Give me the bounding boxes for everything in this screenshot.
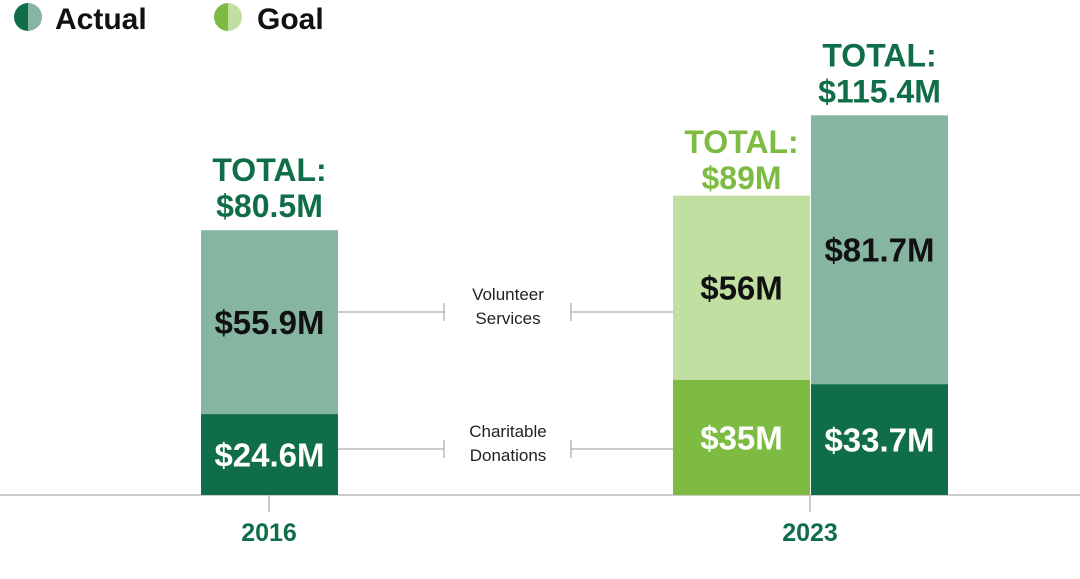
segment-data-label: $55.9M bbox=[214, 304, 324, 341]
total-data-label: $115.4M bbox=[818, 73, 941, 109]
total-data-label: $80.5M bbox=[216, 188, 323, 224]
bar-segment bbox=[673, 379, 810, 495]
bar-segment bbox=[811, 115, 948, 385]
segment-data-label: $35M bbox=[700, 419, 783, 456]
bar-segment bbox=[201, 414, 338, 495]
segment-category-label-line: Volunteer bbox=[472, 285, 544, 304]
segment-data-label: $56M bbox=[700, 270, 783, 307]
total-prefix-label: TOTAL: bbox=[212, 152, 326, 188]
segment-data-label: $81.7M bbox=[824, 232, 934, 269]
legend-icon-left-half bbox=[14, 3, 28, 31]
legend-icon-left-half bbox=[214, 3, 228, 31]
segment-data-label: $33.7M bbox=[824, 422, 934, 459]
segment-category-label-line: Services bbox=[475, 309, 540, 328]
x-tick-label: 2023 bbox=[782, 519, 838, 547]
bar-segment bbox=[673, 195, 810, 380]
segment-data-label: $24.6M bbox=[214, 437, 324, 474]
total-prefix-label: TOTAL: bbox=[684, 124, 798, 160]
bar-segment bbox=[201, 230, 338, 415]
total-prefix-label: TOTAL: bbox=[822, 37, 936, 73]
legend-icon-right-half bbox=[28, 3, 42, 31]
segment-category-label: Charitable Donations bbox=[469, 422, 547, 465]
bar-segment bbox=[811, 384, 948, 495]
segment-category-label-line: Donations bbox=[470, 446, 547, 465]
legend-label-goal: Goal bbox=[257, 3, 324, 36]
segment-category-label: Volunteer Services bbox=[472, 285, 544, 328]
segment-category-label-line: Charitable bbox=[469, 422, 547, 441]
legend-icon-right-half bbox=[228, 3, 242, 31]
x-tick-label: 2016 bbox=[241, 519, 297, 547]
legend-label-actual: Actual bbox=[55, 3, 147, 36]
total-data-label: $89M bbox=[701, 160, 781, 196]
